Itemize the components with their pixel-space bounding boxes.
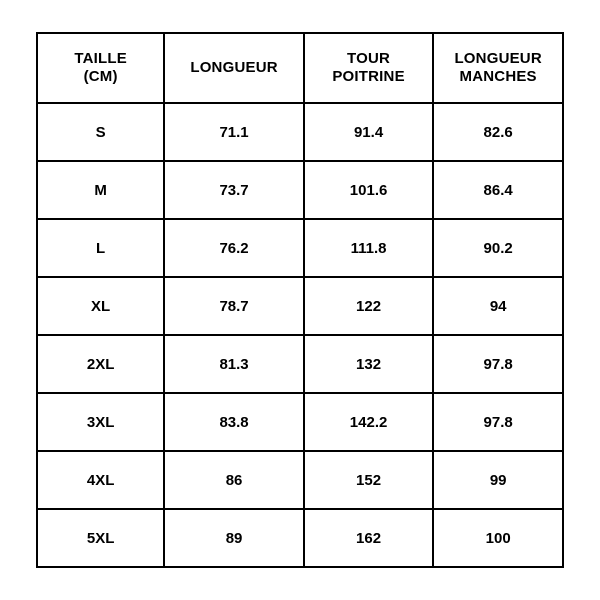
cell-longueur-manches: 82.6 bbox=[433, 103, 563, 161]
cell-longueur: 81.3 bbox=[164, 335, 304, 393]
cell-longueur-manches: 90.2 bbox=[433, 219, 563, 277]
cell-longueur-manches: 94 bbox=[433, 277, 563, 335]
cell-taille: S bbox=[37, 103, 164, 161]
cell-taille: 2XL bbox=[37, 335, 164, 393]
table-row: 4XL 86 152 99 bbox=[37, 451, 563, 509]
cell-taille: 5XL bbox=[37, 509, 164, 567]
size-table: TAILLE (CM) LONGUEUR TOUR POITRINE bbox=[36, 32, 564, 568]
column-header-tour-poitrine: TOUR POITRINE bbox=[304, 33, 433, 103]
cell-longueur-manches: 97.8 bbox=[433, 335, 563, 393]
cell-tour-poitrine: 142.2 bbox=[304, 393, 433, 451]
cell-tour-poitrine: 132 bbox=[304, 335, 433, 393]
cell-tour-poitrine: 91.4 bbox=[304, 103, 433, 161]
table-header-row: TAILLE (CM) LONGUEUR TOUR POITRINE bbox=[37, 33, 563, 103]
column-header-longueur: LONGUEUR bbox=[164, 33, 304, 103]
cell-longueur: 89 bbox=[164, 509, 304, 567]
cell-taille: 4XL bbox=[37, 451, 164, 509]
cell-taille: XL bbox=[37, 277, 164, 335]
cell-tour-poitrine: 101.6 bbox=[304, 161, 433, 219]
cell-taille: L bbox=[37, 219, 164, 277]
cell-longueur: 71.1 bbox=[164, 103, 304, 161]
cell-tour-poitrine: 162 bbox=[304, 509, 433, 567]
cell-longueur: 78.7 bbox=[164, 277, 304, 335]
cell-longueur-manches: 86.4 bbox=[433, 161, 563, 219]
table-row: 2XL 81.3 132 97.8 bbox=[37, 335, 563, 393]
table-row: XL 78.7 122 94 bbox=[37, 277, 563, 335]
cell-longueur-manches: 100 bbox=[433, 509, 563, 567]
cell-taille: M bbox=[37, 161, 164, 219]
header-text: LONGUEUR bbox=[454, 50, 541, 68]
column-header-longueur-manches: LONGUEUR MANCHES bbox=[433, 33, 563, 103]
cell-taille: 3XL bbox=[37, 393, 164, 451]
size-table-container: TAILLE (CM) LONGUEUR TOUR POITRINE bbox=[0, 4, 600, 596]
cell-longueur-manches: 99 bbox=[433, 451, 563, 509]
header-text: (CM) bbox=[84, 68, 118, 86]
cell-longueur: 73.7 bbox=[164, 161, 304, 219]
table-row: 5XL 89 162 100 bbox=[37, 509, 563, 567]
header-text: MANCHES bbox=[460, 68, 537, 86]
cell-tour-poitrine: 122 bbox=[304, 277, 433, 335]
table-row: M 73.7 101.6 86.4 bbox=[37, 161, 563, 219]
cell-longueur-manches: 97.8 bbox=[433, 393, 563, 451]
header-text: POITRINE bbox=[332, 68, 404, 86]
header-text: TAILLE bbox=[74, 50, 127, 68]
cell-longueur: 83.8 bbox=[164, 393, 304, 451]
cell-longueur: 86 bbox=[164, 451, 304, 509]
column-header-taille: TAILLE (CM) bbox=[37, 33, 164, 103]
table-row: S 71.1 91.4 82.6 bbox=[37, 103, 563, 161]
table-row: 3XL 83.8 142.2 97.8 bbox=[37, 393, 563, 451]
cell-tour-poitrine: 111.8 bbox=[304, 219, 433, 277]
header-text: LONGUEUR bbox=[190, 59, 277, 77]
cell-tour-poitrine: 152 bbox=[304, 451, 433, 509]
cell-longueur: 76.2 bbox=[164, 219, 304, 277]
table-row: L 76.2 111.8 90.2 bbox=[37, 219, 563, 277]
header-text: TOUR bbox=[347, 50, 390, 68]
